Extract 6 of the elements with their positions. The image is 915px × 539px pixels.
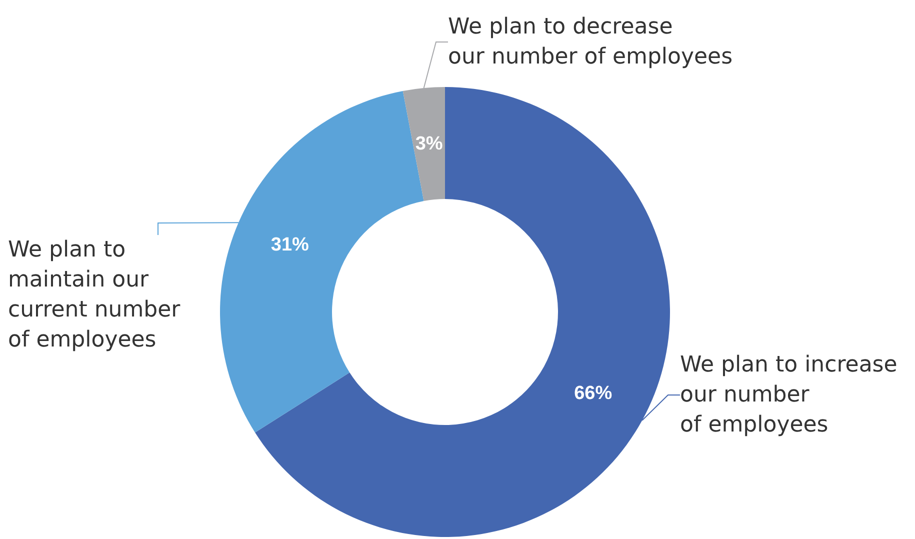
data-label: 31% [270, 234, 310, 256]
slice-label: We plan to maintain our current number of employees [8, 238, 182, 352]
slice-label: We plan to increase our number of employees [680, 352, 898, 438]
data-label: 66% [574, 382, 612, 404]
data-label: 3% [415, 133, 443, 154]
slice-label: We plan to decrease our number of employees [448, 14, 733, 70]
